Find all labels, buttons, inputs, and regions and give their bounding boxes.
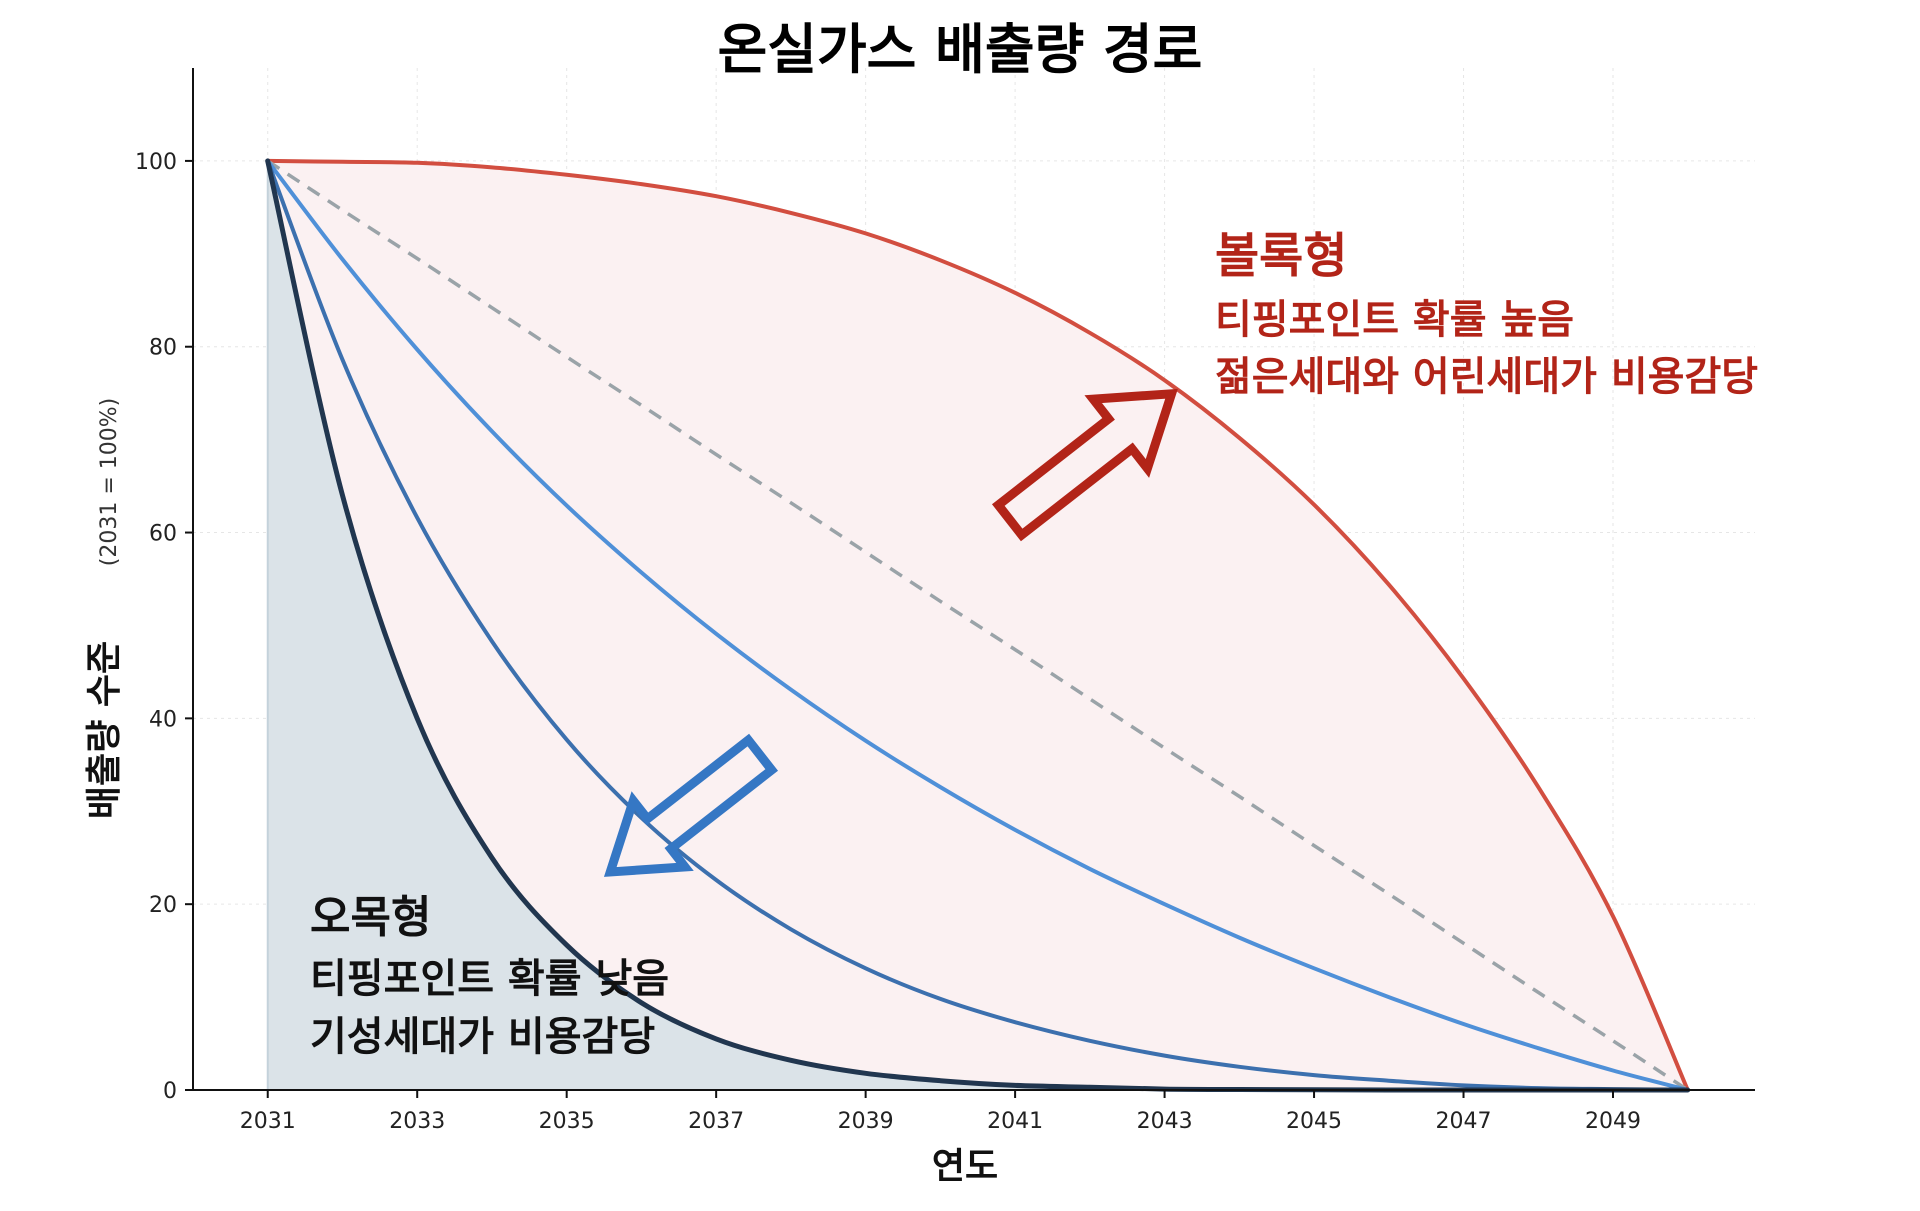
x-tick-label: 2047 <box>1436 1109 1492 1134</box>
y-axis-sublabel: (2031 = 100%) <box>97 398 122 566</box>
y-tick-label: 80 <box>149 336 177 361</box>
arrow-down-left-shape <box>603 733 779 877</box>
x-tick-label: 2045 <box>1286 1109 1342 1134</box>
axes <box>192 68 1755 1091</box>
annotation-concave-line-1: 티핑포인트 확률 낮음 <box>310 956 669 1002</box>
series-line-3 <box>265 158 1690 1092</box>
y-axis-label: 배출량 수준 <box>84 641 125 819</box>
x-tick-label: 2043 <box>1137 1109 1193 1134</box>
series-line-0 <box>265 158 1690 1092</box>
annotation-convex-title: 볼록형 <box>1215 228 1347 284</box>
annotation-concave-title: 오목형 <box>310 892 431 943</box>
x-tick-label: 2035 <box>539 1109 595 1134</box>
x-tick-label: 2049 <box>1585 1109 1641 1134</box>
annotation-convex-line-1: 티핑포인트 확률 높음 <box>1215 297 1574 343</box>
x-tick-label: 2039 <box>838 1109 894 1134</box>
x-axis-label: 연도 <box>932 1146 998 1187</box>
series-line-1 <box>266 159 1689 1092</box>
arrow-up-right-shape <box>991 388 1178 542</box>
annotation-concave-line-2: 기성세대가 비용감당 <box>310 1014 655 1060</box>
arrow-down-left <box>603 733 779 877</box>
chart-title: 온실가스 배출량 경로 <box>718 18 1203 81</box>
x-tick-label: 2031 <box>240 1109 296 1134</box>
y-tick-label: 60 <box>149 522 177 547</box>
tick-labels: 2031 2033 2035 2037 2039 2041 2043 2045 2047 2049… <box>135 150 1641 1134</box>
annotation-convex-line-2: 젊은세대와 어린세대가 비용감당 <box>1215 354 1758 400</box>
arrow-up-right <box>991 388 1178 542</box>
series-line-2 <box>265 158 1690 1092</box>
series-fill-4 <box>267 160 1688 1090</box>
y-tick-label: 0 <box>163 1079 177 1104</box>
y-tick-label: 40 <box>149 707 177 732</box>
y-tick-label: 20 <box>149 893 177 918</box>
y-tick-label: 100 <box>135 150 177 175</box>
x-tick-label: 2041 <box>987 1109 1043 1134</box>
x-tick-label: 2037 <box>688 1109 744 1134</box>
x-tick-label: 2033 <box>389 1109 445 1134</box>
